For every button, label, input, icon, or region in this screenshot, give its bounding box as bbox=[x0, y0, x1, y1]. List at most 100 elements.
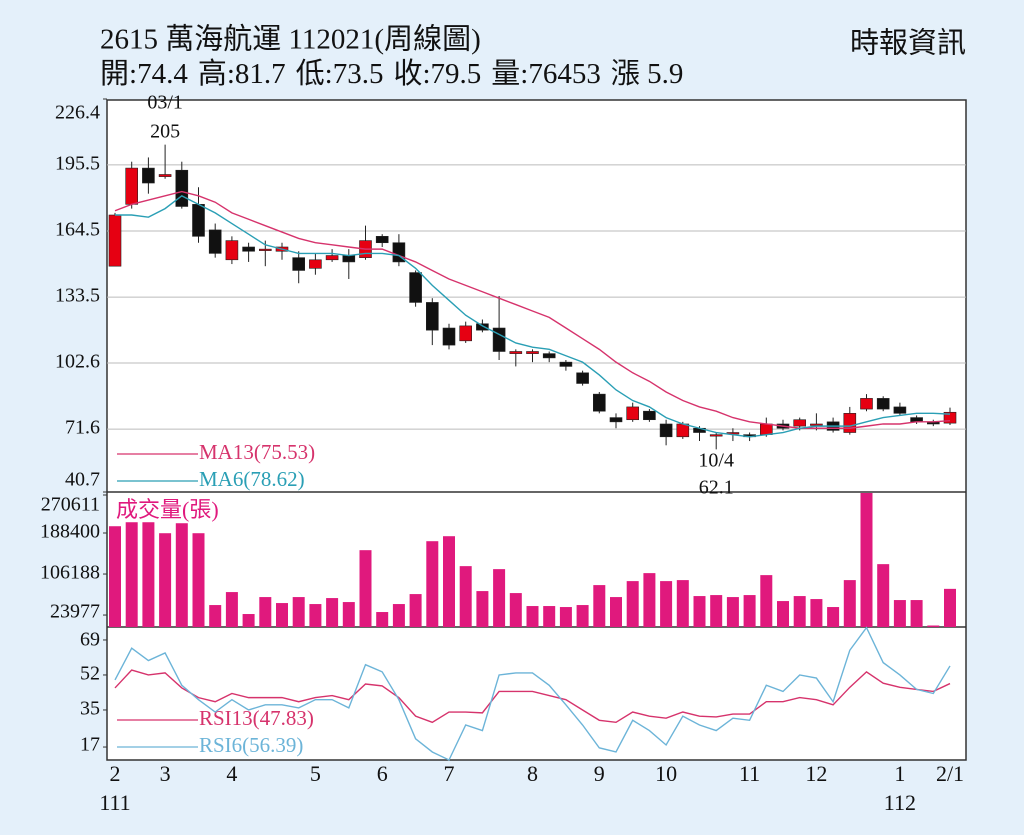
candle-body bbox=[225, 240, 239, 261]
candle-body bbox=[592, 393, 606, 412]
candle-body bbox=[509, 351, 523, 354]
y-tick-label: 226.4 bbox=[55, 102, 100, 124]
y-tick-label: 106188 bbox=[40, 562, 100, 584]
bar bbox=[643, 573, 656, 627]
x-tick-label: 9 bbox=[594, 761, 605, 786]
candle-body bbox=[125, 167, 138, 205]
bar bbox=[459, 566, 472, 627]
bar bbox=[760, 575, 773, 627]
annotation-date: 10/4 bbox=[698, 450, 734, 472]
bar bbox=[175, 523, 188, 627]
candle-body bbox=[526, 351, 539, 354]
y-tick-label: 35 bbox=[80, 698, 100, 720]
bar bbox=[392, 604, 405, 627]
annotation-value: 205 bbox=[150, 121, 180, 143]
candle-body bbox=[142, 167, 155, 184]
candle-body bbox=[860, 398, 873, 410]
summary-label: 收: bbox=[393, 57, 430, 90]
summary-value: 74.4 bbox=[137, 58, 188, 90]
bar bbox=[610, 597, 622, 627]
y-tick-label: 71.6 bbox=[65, 417, 100, 439]
bar bbox=[543, 606, 556, 627]
x-tick-label: 11 bbox=[739, 761, 760, 786]
candle-body bbox=[876, 398, 890, 410]
y-tick-label: 195.5 bbox=[55, 152, 100, 174]
y-tick-label: 52 bbox=[80, 663, 100, 685]
bar bbox=[359, 550, 372, 627]
line bbox=[114, 626, 951, 761]
line bbox=[114, 190, 951, 429]
bar bbox=[860, 493, 873, 627]
x-tick-label: 3 bbox=[160, 761, 171, 786]
candle-body bbox=[576, 372, 589, 384]
summary-value: 76453 bbox=[528, 58, 601, 90]
x-tick-label: 12 bbox=[805, 761, 827, 786]
candle-body bbox=[476, 323, 489, 331]
candle-body bbox=[810, 423, 823, 426]
candle-body bbox=[258, 248, 272, 251]
line bbox=[114, 669, 951, 724]
summary-value: 5.9 bbox=[647, 58, 683, 90]
y-tick-label: 17 bbox=[80, 734, 100, 756]
bar bbox=[726, 597, 739, 627]
summary-value: 79.5 bbox=[431, 58, 482, 90]
y-tick-label: 69 bbox=[80, 629, 100, 651]
bar bbox=[693, 596, 706, 627]
candle-body bbox=[626, 406, 640, 421]
x-tick-label: 2 bbox=[110, 761, 121, 786]
candle-body bbox=[242, 246, 255, 252]
y-tick-label: 40.7 bbox=[65, 469, 100, 491]
summary-label: 開: bbox=[100, 58, 137, 90]
summary-label: 高: bbox=[198, 57, 235, 90]
bar bbox=[910, 600, 923, 627]
annotation-date: 03/1 bbox=[147, 92, 183, 114]
bar bbox=[326, 598, 339, 627]
x-tick-label: 4 bbox=[226, 761, 237, 786]
summary-value: 81.7 bbox=[235, 58, 286, 90]
summary-label: 低: bbox=[296, 57, 333, 90]
candle-body bbox=[409, 272, 422, 303]
candle-body bbox=[659, 423, 673, 438]
x-tick-sublabel: 112 bbox=[884, 790, 916, 815]
candle-body bbox=[158, 174, 172, 177]
x-tick-label: 1 bbox=[894, 761, 905, 786]
legend-label: MA6(78.62) bbox=[199, 467, 305, 491]
bar bbox=[593, 585, 606, 627]
bar bbox=[443, 536, 455, 627]
candle-body bbox=[609, 417, 623, 423]
bar bbox=[342, 602, 355, 627]
bar bbox=[777, 601, 789, 627]
summary: 開:74.4 高:81.7 低:73.5 收:79.5 量:76453 漲 5.9 bbox=[100, 57, 683, 90]
bar bbox=[877, 564, 890, 627]
chart-title: 2615 萬海航運 112021(周線圖) bbox=[100, 23, 481, 56]
x-tick-label: 5 bbox=[310, 761, 321, 786]
candle-body bbox=[442, 327, 456, 346]
bar bbox=[710, 595, 723, 627]
candle-body bbox=[542, 353, 556, 359]
x-tick-label: 6 bbox=[377, 761, 388, 786]
bar bbox=[159, 533, 172, 627]
bar bbox=[209, 605, 222, 627]
summary-label: 漲 bbox=[611, 58, 647, 90]
summary-label: 量: bbox=[491, 58, 528, 90]
candle-body bbox=[709, 434, 723, 437]
candle-body bbox=[309, 259, 322, 269]
bar bbox=[626, 581, 639, 627]
plot-area bbox=[106, 99, 967, 761]
candle-body bbox=[342, 255, 356, 263]
candle-body bbox=[643, 410, 656, 421]
y-tick-label: 133.5 bbox=[55, 285, 100, 307]
bar bbox=[559, 607, 572, 627]
candle-body bbox=[843, 413, 857, 433]
candle-body bbox=[375, 236, 389, 244]
bar bbox=[493, 569, 506, 627]
bar bbox=[125, 522, 138, 627]
bar bbox=[309, 604, 322, 627]
bar bbox=[225, 592, 238, 627]
bar bbox=[509, 593, 522, 627]
x-tick-label: 8 bbox=[527, 761, 538, 786]
y-tick-label: 270611 bbox=[41, 494, 100, 516]
candle-body bbox=[893, 406, 907, 414]
bar bbox=[292, 597, 305, 627]
bar bbox=[142, 522, 155, 627]
